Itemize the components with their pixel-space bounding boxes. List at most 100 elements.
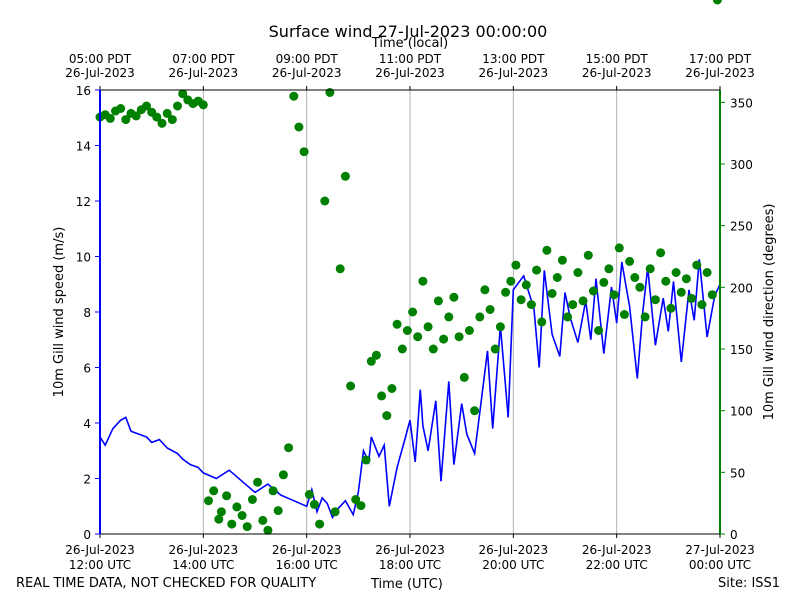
top-tick-label-date: 26-Jul-2023 xyxy=(65,66,135,80)
top-tick-label-date: 26-Jul-2023 xyxy=(169,66,239,80)
x-tick-label-date: 26-Jul-2023 xyxy=(582,543,652,557)
direction-point xyxy=(464,326,474,335)
top-tick-label-date: 26-Jul-2023 xyxy=(479,66,549,80)
direction-point xyxy=(666,303,676,313)
direction-point xyxy=(253,477,263,487)
direction-point xyxy=(573,268,583,277)
direction-point xyxy=(232,502,242,512)
direction-point xyxy=(377,391,387,401)
direction-point xyxy=(413,332,423,342)
direction-point xyxy=(552,273,562,282)
direction-point xyxy=(258,515,268,525)
direction-point xyxy=(121,115,131,125)
direction-point xyxy=(247,495,257,504)
direction-point xyxy=(105,113,115,123)
direction-point xyxy=(284,443,294,453)
x-tick-label-time: 20:00 UTC xyxy=(482,558,544,572)
direction-point xyxy=(216,507,226,517)
direction-point xyxy=(630,273,640,282)
direction-point xyxy=(346,381,356,391)
direction-point xyxy=(604,264,614,274)
top-tick-label-time: 11:00 PDT xyxy=(379,52,442,66)
left-tick-label: 12 xyxy=(76,195,91,209)
x-tick-label-date: 27-Jul-2023 xyxy=(685,543,755,557)
direction-point xyxy=(315,519,325,529)
direction-point xyxy=(511,260,521,270)
direction-point xyxy=(521,280,531,290)
direction-point xyxy=(692,260,702,270)
direction-point xyxy=(650,295,660,305)
left-axis-label: 10m Gill wind speed (m/s) xyxy=(52,227,67,398)
left-tick-label: 16 xyxy=(76,84,91,98)
direction-point xyxy=(131,111,141,121)
x-tick-label-time: 16:00 UTC xyxy=(276,558,338,572)
x-tick-label-date: 26-Jul-2023 xyxy=(65,543,135,557)
direction-point xyxy=(459,372,469,382)
x-tick-label-time: 14:00 UTC xyxy=(172,558,234,572)
direction-point xyxy=(222,491,232,501)
direction-point xyxy=(557,255,567,265)
direction-point xyxy=(418,276,428,286)
left-tick-label: 6 xyxy=(83,362,91,376)
direction-point xyxy=(532,265,542,275)
x-tick-label-time: 12:00 UTC xyxy=(69,558,131,572)
direction-point xyxy=(625,256,635,266)
right-tick-label: 350 xyxy=(730,96,753,110)
right-tick-label: 250 xyxy=(730,220,753,234)
top-tick-label-date: 26-Jul-2023 xyxy=(582,66,652,80)
direction-point xyxy=(167,115,177,125)
direction-point xyxy=(578,296,588,306)
top-tick-label-date: 26-Jul-2023 xyxy=(272,66,342,80)
direction-point xyxy=(439,334,449,344)
top-tick-label-time: 13:00 PDT xyxy=(482,52,545,66)
direction-point xyxy=(619,310,629,319)
direction-point xyxy=(542,245,552,255)
direction-point xyxy=(428,344,438,354)
direction-point xyxy=(227,519,237,529)
x-tick-label-time: 00:00 UTC xyxy=(689,558,751,572)
direction-point xyxy=(214,514,224,524)
direction-point xyxy=(449,292,459,302)
direction-point xyxy=(198,100,208,110)
right-tick-label: 100 xyxy=(730,405,753,419)
direction-point xyxy=(687,293,697,303)
direction-point xyxy=(702,268,712,277)
direction-point xyxy=(645,264,655,274)
direction-point xyxy=(178,89,188,99)
bottom-axis-label: Time (UTC) xyxy=(371,577,443,592)
direction-point xyxy=(356,501,366,511)
direction-point xyxy=(480,285,490,295)
direction-point xyxy=(433,296,443,306)
direction-point xyxy=(640,312,650,322)
direction-point xyxy=(568,300,578,310)
direction-point xyxy=(656,248,666,258)
left-tick-label: 10 xyxy=(76,251,91,265)
direction-point xyxy=(495,322,505,332)
direction-point xyxy=(263,525,273,535)
x-tick-label-time: 18:00 UTC xyxy=(379,558,441,572)
top-tick-label-time: 09:00 PDT xyxy=(276,52,339,66)
direction-point xyxy=(157,118,167,128)
direction-point xyxy=(697,300,707,310)
axes xyxy=(95,86,725,538)
right-tick-label: 150 xyxy=(730,343,753,357)
direction-point xyxy=(237,511,247,520)
right-axis-label: 10m Gill wind direction (degrees) xyxy=(762,204,777,421)
direction-point xyxy=(330,507,340,517)
x-tick-label-date: 26-Jul-2023 xyxy=(272,543,342,557)
top-tick-label-time: 05:00 PDT xyxy=(69,52,132,66)
x-tick-label-time: 22:00 UTC xyxy=(586,558,648,572)
direction-point xyxy=(444,312,454,322)
chart-title: Surface wind 27-Jul-2023 00:00:00 xyxy=(269,22,548,41)
direction-point xyxy=(671,268,681,277)
top-tick-label-time: 15:00 PDT xyxy=(586,52,649,66)
direction-point xyxy=(152,112,162,122)
direction-point xyxy=(516,295,526,305)
direction-point xyxy=(351,495,361,504)
top-tick-label-time: 07:00 PDT xyxy=(172,52,235,66)
direction-point xyxy=(635,282,645,292)
right-tick-label: 200 xyxy=(730,281,753,295)
direction-point xyxy=(423,322,433,332)
direction-point xyxy=(273,506,283,516)
